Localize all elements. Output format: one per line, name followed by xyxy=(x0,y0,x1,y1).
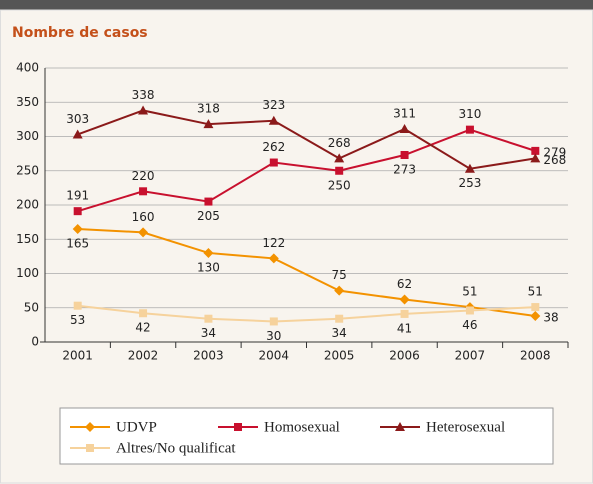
data-label: 311 xyxy=(393,106,416,120)
x-tick-label: 2005 xyxy=(324,349,355,363)
y-tick-label: 350 xyxy=(16,95,39,109)
data-label: 30 xyxy=(266,329,281,343)
data-label: 62 xyxy=(397,277,412,291)
point xyxy=(269,158,278,167)
point xyxy=(73,301,82,310)
point xyxy=(335,166,344,175)
data-label: 310 xyxy=(458,107,481,121)
data-label: 160 xyxy=(132,210,155,224)
y-tick-label: 150 xyxy=(16,232,39,246)
point xyxy=(268,253,279,264)
data-label: 46 xyxy=(462,318,477,332)
y-tick-label: 300 xyxy=(16,129,39,143)
data-label: 273 xyxy=(393,162,416,176)
data-label: 34 xyxy=(201,326,216,340)
x-tick-label: 2003 xyxy=(193,349,224,363)
point xyxy=(334,285,345,296)
legend-label: UDVP xyxy=(116,419,157,435)
x-tick-label: 2002 xyxy=(128,349,159,363)
data-label: 122 xyxy=(262,236,285,250)
data-label: 130 xyxy=(197,260,220,274)
data-label: 303 xyxy=(66,112,89,126)
point xyxy=(139,309,148,318)
point xyxy=(204,314,213,323)
point xyxy=(400,150,409,159)
data-label: 323 xyxy=(262,98,285,112)
data-label: 268 xyxy=(328,136,351,150)
point xyxy=(531,303,540,312)
point xyxy=(138,105,149,115)
point xyxy=(73,207,82,216)
data-label: 253 xyxy=(458,176,481,190)
x-tick-label: 2001 xyxy=(62,349,93,363)
point xyxy=(465,125,474,134)
point xyxy=(530,310,541,321)
point xyxy=(269,317,278,326)
y-tick-label: 50 xyxy=(24,300,39,314)
point xyxy=(139,187,148,196)
legend-label: Heterosexual xyxy=(426,419,505,435)
series-line xyxy=(77,109,536,170)
data-label: 51 xyxy=(528,285,543,299)
y-tick-label: 250 xyxy=(16,163,39,177)
data-label: 42 xyxy=(135,321,150,335)
data-label: 205 xyxy=(197,209,220,223)
legend-label: Homosexual xyxy=(264,419,340,435)
data-label: 165 xyxy=(66,236,89,250)
y-tick-label: 400 xyxy=(16,61,39,75)
series-line xyxy=(77,128,536,213)
point xyxy=(464,163,475,173)
data-label: 220 xyxy=(132,169,155,183)
data-label: 191 xyxy=(66,189,89,203)
data-label: 51 xyxy=(462,285,477,299)
legend xyxy=(59,407,554,465)
header-bar xyxy=(0,0,593,10)
point xyxy=(72,223,83,234)
point xyxy=(399,294,410,305)
data-label: 338 xyxy=(132,88,155,102)
point xyxy=(204,197,213,206)
point xyxy=(399,123,410,133)
data-label: 318 xyxy=(197,102,220,116)
point xyxy=(72,129,83,139)
legend-marker xyxy=(234,423,242,431)
y-tick-label: 0 xyxy=(31,335,39,349)
data-label: 75 xyxy=(332,268,347,282)
legend-label: Altres/No qualificat xyxy=(116,440,236,456)
y-tick-label: 200 xyxy=(16,198,39,212)
point xyxy=(334,153,345,163)
data-label: 262 xyxy=(262,140,285,154)
x-tick-label: 2008 xyxy=(520,349,551,363)
data-label: 34 xyxy=(332,326,347,340)
series-line xyxy=(77,227,536,317)
point xyxy=(530,153,541,163)
point xyxy=(531,146,540,155)
data-label: 268 xyxy=(543,153,566,167)
x-tick-label: 2004 xyxy=(259,349,290,363)
data-label: 53 xyxy=(70,313,85,327)
point xyxy=(268,115,279,125)
point xyxy=(335,314,344,323)
x-tick-label: 2006 xyxy=(389,349,420,363)
legend-marker xyxy=(86,444,94,452)
point xyxy=(203,119,214,129)
chart-title: Nombre de casos xyxy=(12,25,148,41)
series-line xyxy=(77,304,536,323)
data-label: 250 xyxy=(328,178,351,192)
legend-marker xyxy=(85,422,95,432)
y-tick-label: 100 xyxy=(16,266,39,280)
point xyxy=(400,309,409,318)
x-tick-label: 2007 xyxy=(455,349,486,363)
point xyxy=(138,227,149,238)
point xyxy=(465,306,474,315)
data-label: 279 xyxy=(543,145,566,159)
data-label: 38 xyxy=(543,310,558,324)
legend-marker xyxy=(395,422,405,431)
point xyxy=(203,247,214,258)
data-label: 41 xyxy=(397,321,412,335)
